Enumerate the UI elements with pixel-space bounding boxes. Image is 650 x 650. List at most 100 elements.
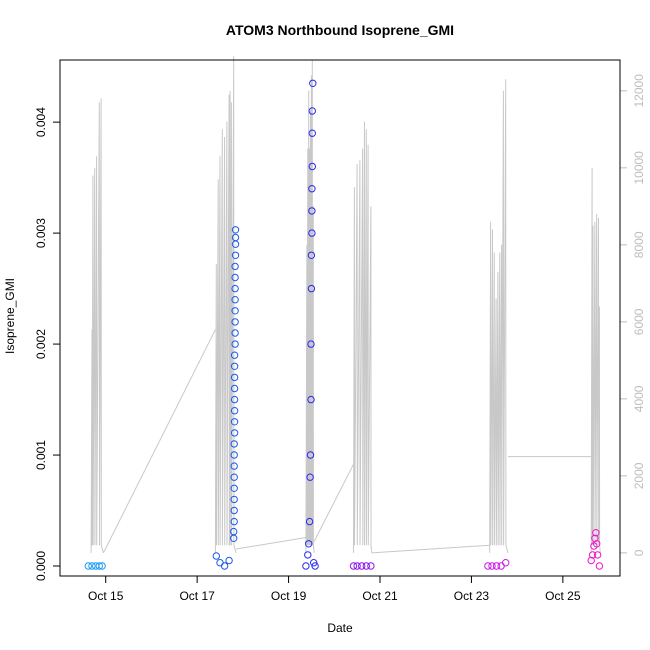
altitude-profile <box>590 167 601 553</box>
data-point <box>310 559 318 567</box>
x-tick-label: Oct 25 <box>545 589 581 603</box>
data-point <box>305 517 314 526</box>
data-point <box>308 185 316 193</box>
data-point <box>231 262 239 271</box>
y2-tick-label: 10000 <box>632 151 646 185</box>
data-point <box>231 251 240 260</box>
data-point <box>231 296 239 304</box>
altitude-profile <box>214 56 237 554</box>
data-point <box>492 562 501 570</box>
data-point <box>230 527 238 536</box>
data-point <box>230 373 239 382</box>
data-point <box>88 562 96 570</box>
altitude-profile <box>489 79 509 554</box>
data-point <box>587 556 595 565</box>
altitude-transit-line <box>102 329 216 554</box>
data-point <box>588 551 597 559</box>
x-tick-label: Oct 23 <box>454 589 490 603</box>
data-point <box>230 351 239 359</box>
data-point <box>307 340 315 348</box>
data-point <box>308 162 316 171</box>
plot-frame <box>59 59 621 577</box>
y2-tick-label: 12000 <box>632 74 646 108</box>
data-point <box>484 562 492 570</box>
data-point <box>488 562 496 570</box>
data-point <box>362 562 370 570</box>
data-point <box>230 451 238 459</box>
data-point <box>230 362 239 370</box>
data-point <box>308 207 316 215</box>
altitude-transit-line <box>313 464 354 542</box>
data-point <box>305 540 313 548</box>
x-tick-label: Oct 19 <box>271 589 307 603</box>
data-point <box>212 552 221 560</box>
altitude-profile <box>353 121 373 553</box>
data-point <box>230 506 238 515</box>
data-point <box>231 307 239 315</box>
data-point <box>349 562 358 570</box>
data-point <box>592 529 600 537</box>
data-point <box>230 462 238 470</box>
data-point <box>307 395 315 404</box>
x-axis-label: Date <box>327 621 353 635</box>
data-point <box>231 273 239 282</box>
data-point <box>353 562 361 570</box>
data-point <box>230 418 239 426</box>
data-point <box>307 251 316 260</box>
data-point <box>225 556 233 565</box>
altitude-transit-line <box>235 536 307 550</box>
data-point <box>231 284 239 293</box>
altitude-lines <box>90 56 601 554</box>
data-point <box>306 451 315 459</box>
data-point <box>593 540 601 548</box>
data-point <box>230 484 238 492</box>
y2-tick-label: 6000 <box>632 308 646 335</box>
data-point <box>231 329 239 337</box>
y-tick-label: 0.001 <box>34 440 48 470</box>
data-point <box>95 562 104 570</box>
x-tick-label: Oct 15 <box>88 589 124 603</box>
data-point <box>220 562 229 570</box>
altitude-transit-line <box>371 544 490 554</box>
data-point <box>230 429 239 437</box>
chart-title: ATOM3 Northbound Isoprene_GMI <box>226 22 454 38</box>
data-point <box>309 79 317 88</box>
data-point <box>230 495 238 504</box>
altitude-profile <box>305 59 315 553</box>
y2-tick-label: 0 <box>632 549 646 556</box>
data-point <box>230 473 238 481</box>
data-point <box>308 107 316 115</box>
data-point <box>593 551 602 559</box>
data-point <box>230 407 239 415</box>
x-tick-label: Oct 21 <box>362 589 398 603</box>
data-point <box>230 384 239 393</box>
data-point <box>358 562 366 570</box>
data-point <box>230 395 239 404</box>
data-point <box>84 562 93 570</box>
data-point <box>304 551 312 559</box>
y-tick-label: 0.003 <box>34 218 48 248</box>
data-point <box>308 129 316 137</box>
data-point <box>306 473 314 481</box>
y-axis-label: Isoprene_GMI <box>3 278 17 354</box>
y-tick-label: 0.004 <box>34 107 48 137</box>
y2-tick-label: 4000 <box>632 385 646 412</box>
y2-tick-label: 8000 <box>632 231 646 258</box>
data-point <box>230 517 238 526</box>
data-point <box>311 562 319 570</box>
y2-tick-label: 2000 <box>632 462 646 489</box>
data-point <box>231 318 239 326</box>
altitude-profile <box>90 98 104 554</box>
data-point <box>230 440 238 448</box>
y-tick-label: 0.002 <box>34 329 48 359</box>
data-point <box>98 562 106 570</box>
data-point <box>308 229 316 237</box>
data-point <box>302 562 310 570</box>
data-point <box>231 226 240 234</box>
data-point <box>595 562 604 570</box>
x-tick-label: Oct 17 <box>179 589 215 603</box>
data-point <box>307 284 316 293</box>
data-point <box>502 559 510 567</box>
